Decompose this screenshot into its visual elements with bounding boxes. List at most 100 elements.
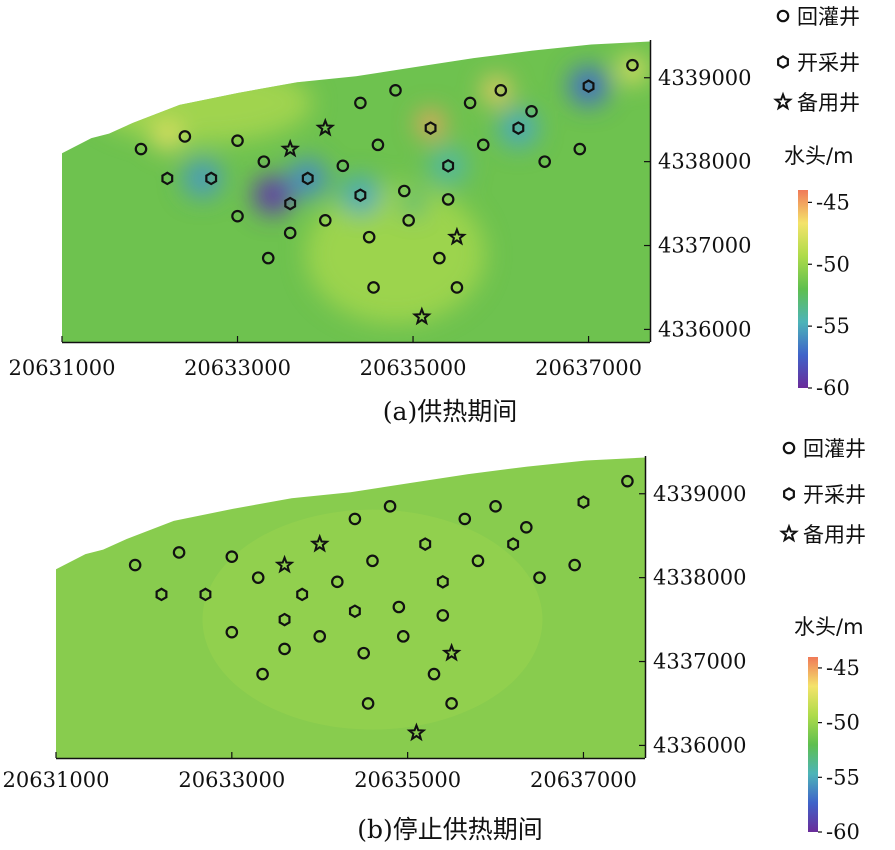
caption-b: (b)停止供热期间 — [357, 815, 543, 844]
production-well-marker — [512, 121, 525, 135]
colorbar-tick-label: -50 — [826, 711, 860, 735]
recharge-well-marker — [458, 512, 472, 526]
recharge-well-marker — [441, 193, 455, 206]
recharge-well-marker — [256, 667, 269, 681]
recharge-well-marker — [471, 554, 485, 568]
production-well-marker — [278, 612, 291, 627]
production-well-marker — [419, 537, 432, 551]
head-anomaly — [568, 66, 609, 107]
recharge-well-marker — [525, 105, 538, 118]
wells-b — [128, 474, 634, 742]
recharge-well-marker — [494, 84, 508, 97]
production-well-marker — [577, 495, 590, 510]
legend-label: 回灌井 — [803, 437, 866, 461]
recharge-well-marker — [397, 184, 411, 198]
recharge-well-marker — [366, 554, 379, 568]
recharge-well-marker — [225, 550, 239, 563]
colorbar-tick-label: -60 — [816, 376, 850, 400]
colorbar-b: 水头/m -45 -50 -55 -60 — [794, 615, 864, 844]
production-well-marker — [436, 574, 449, 589]
recharge-well-marker — [476, 138, 490, 152]
y-tick-label: 4338000 — [653, 566, 747, 590]
light-zone — [202, 509, 543, 730]
light-zone — [305, 183, 486, 324]
head-anomaly — [498, 108, 539, 149]
panel-b: 20631000 20633000 20635000 20637000 4339000 4… — [3, 437, 866, 844]
production-well-marker — [354, 188, 367, 203]
colorbar-tick-label: -55 — [816, 314, 850, 338]
recharge-well-marker — [392, 600, 406, 614]
recharge-well-marker — [362, 230, 376, 244]
recharge-well-marker — [427, 667, 441, 681]
legend-label: 开采井 — [797, 51, 860, 75]
recharge-well-marker — [283, 226, 297, 240]
legend-label: 备用井 — [797, 91, 860, 115]
production-well-marker — [199, 587, 212, 602]
recharge-well-marker — [348, 512, 362, 526]
legend-marker-circle — [782, 441, 796, 455]
axes-b: 20631000 20633000 20635000 20637000 4339000 4… — [3, 456, 747, 792]
production-well-marker — [348, 604, 361, 619]
recharge-well-marker — [573, 142, 587, 156]
axes-a: 20631000 20633000 20635000 20637000 4339000 4… — [9, 40, 752, 380]
caption-a: (a)供热期间 — [383, 397, 517, 426]
colorbar-tick-label: -45 — [816, 190, 850, 214]
recharge-well-marker — [533, 571, 546, 584]
y-tick-label: 4336000 — [653, 733, 747, 757]
x-tick-label: 20637000 — [530, 768, 637, 792]
legend-label: 开采井 — [803, 483, 866, 507]
colorbar-tick-label: -55 — [826, 765, 860, 789]
production-well-marker — [301, 171, 314, 186]
legend-label: 备用井 — [803, 523, 866, 547]
recharge-well-marker — [463, 96, 477, 110]
legend-marker-star — [773, 91, 793, 111]
wells-a — [134, 58, 639, 326]
legend-marker-hexagon — [777, 55, 789, 69]
head-anomaly — [153, 122, 182, 151]
legend-marker-star — [779, 523, 799, 543]
recharge-well-marker — [178, 130, 192, 143]
recharge-well-marker — [383, 500, 397, 513]
recharge-well-marker — [172, 546, 186, 559]
recharge-well-marker — [489, 500, 502, 513]
head-anomaly — [287, 158, 328, 199]
production-well-marker — [284, 196, 297, 211]
standby-well-marker — [447, 226, 467, 246]
head-anomaly — [416, 109, 445, 138]
colorbar-a: 水头/m -45 -50 -55 -60 — [784, 144, 854, 400]
light-zone — [92, 62, 313, 143]
x-tick-label: 20633000 — [178, 768, 285, 792]
recharge-well-marker — [331, 575, 344, 589]
recharge-well-marker — [357, 646, 370, 660]
recharge-well-marker — [371, 138, 385, 152]
recharge-well-marker — [626, 58, 639, 72]
standby-well-marker — [411, 306, 432, 326]
recharge-well-marker — [538, 155, 551, 168]
x-tick-label: 20635000 — [354, 768, 461, 792]
production-well-marker — [582, 79, 595, 94]
head-anomaly — [340, 175, 381, 216]
legend-marker-circle — [776, 9, 790, 23]
x-tick-label: 20631000 — [3, 768, 110, 792]
standby-well-marker — [315, 117, 336, 137]
recharge-well-marker — [354, 96, 367, 110]
standby-well-marker — [406, 722, 427, 742]
y-tick-label: 4339000 — [653, 482, 747, 506]
colorbar-strip — [808, 657, 818, 832]
head-anomaly-core — [263, 186, 282, 205]
recharge-well-marker — [450, 281, 464, 294]
recharge-well-marker — [231, 209, 244, 223]
legend-label: 回灌井 — [797, 5, 860, 29]
anomaly-layer-b — [202, 509, 543, 730]
colorbar-label: 水头/m — [794, 615, 864, 639]
y-tick-label: 4338000 — [658, 150, 752, 174]
recharge-well-marker — [621, 474, 634, 488]
recharge-well-marker — [433, 251, 446, 265]
recharge-well-marker — [251, 571, 265, 584]
standby-well-marker — [309, 533, 330, 553]
head-anomaly — [182, 158, 223, 199]
legend-marker-hexagon — [783, 487, 795, 501]
